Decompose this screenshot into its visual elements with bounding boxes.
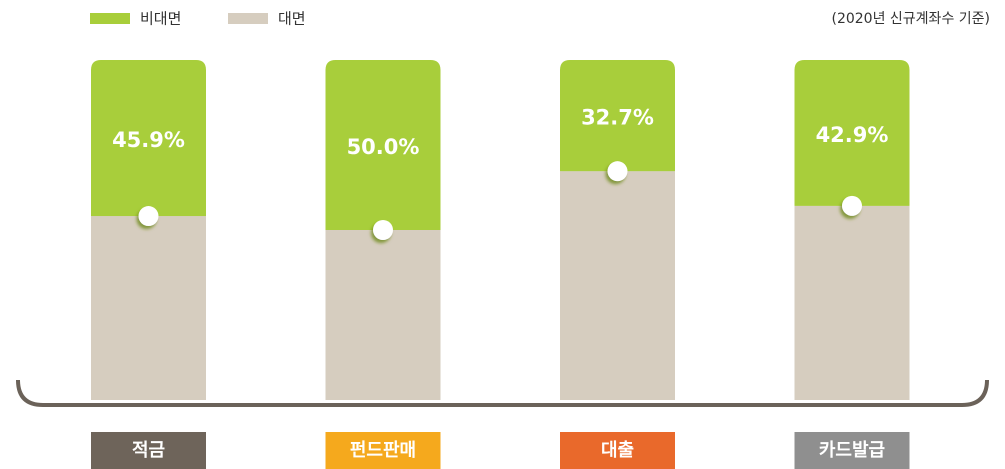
category-label: 카드발급: [819, 440, 885, 461]
boundary-dot: [138, 206, 159, 227]
bar-group: [560, 60, 675, 400]
boundary-dot: [607, 161, 628, 182]
legend-swatch: [228, 13, 268, 24]
bar-segment: [794, 60, 910, 206]
category-box: [91, 432, 206, 469]
bar-group: [91, 60, 206, 400]
category-box: [325, 432, 441, 469]
value-label: 50.0%: [347, 135, 420, 159]
value-label: 42.9%: [816, 123, 889, 147]
bar-group: [325, 60, 441, 400]
bar-segment: [560, 60, 675, 172]
bracket: [16, 379, 989, 407]
value-label: 45.9%: [112, 128, 185, 152]
bar-segment: [91, 60, 206, 217]
bar-group: [794, 60, 910, 400]
bar-segment: [794, 205, 910, 400]
category-box: [560, 432, 675, 469]
legend-swatch: [90, 13, 130, 24]
boundary-dot: [373, 220, 393, 240]
category-label: 대출: [601, 440, 634, 461]
bar-segment: [560, 171, 675, 400]
category-label: 펀드판매: [350, 440, 416, 461]
boundary-dot: [842, 195, 862, 216]
bar-segment: [325, 230, 441, 400]
bar-segment: [91, 216, 206, 400]
note: (2020년 신규계좌수 기준): [832, 11, 991, 27]
bar-segment: [325, 60, 441, 230]
category-label: 적금: [132, 440, 165, 461]
category-box: [794, 432, 910, 469]
legend-label: 비대면: [140, 10, 181, 28]
value-label: 32.7%: [581, 106, 654, 130]
legend-label: 대면: [278, 10, 306, 28]
